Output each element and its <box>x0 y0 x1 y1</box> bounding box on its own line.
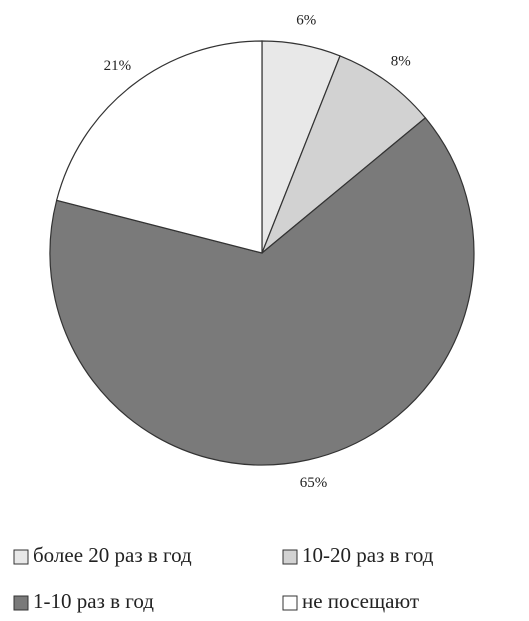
slice-label: 65% <box>300 475 328 491</box>
legend-swatch <box>282 595 298 611</box>
legend-label: 10-20 раз в год <box>302 543 434 567</box>
legend-swatch <box>282 549 298 565</box>
legend-label: не посещают <box>302 589 419 613</box>
legend-label: 1-10 раз в год <box>33 589 154 613</box>
legend-swatch <box>13 549 29 565</box>
pie-slice <box>49 117 475 466</box>
legend-label: более 20 раз в год <box>33 543 192 567</box>
pie-slice <box>261 55 427 254</box>
slice-label: 21% <box>104 58 132 74</box>
slice-label: 8% <box>391 54 411 70</box>
pie-slice <box>55 40 263 254</box>
slice-label: 6% <box>296 13 316 29</box>
legend-swatch <box>13 595 29 611</box>
